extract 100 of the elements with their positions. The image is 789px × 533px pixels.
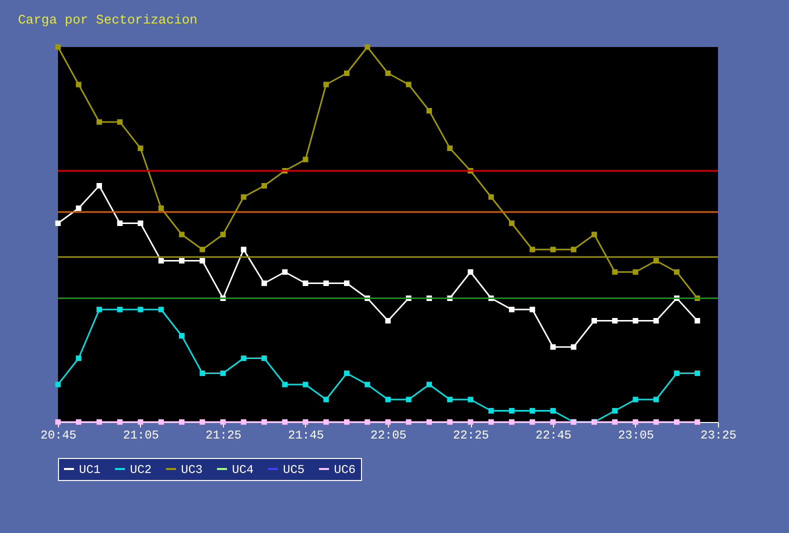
point [530, 419, 536, 425]
chart-title: Carga por Sectorizacion [18, 12, 198, 28]
point [200, 370, 206, 376]
point [674, 419, 680, 425]
point [632, 269, 638, 275]
point [508, 220, 514, 226]
point [447, 419, 453, 425]
point [385, 419, 391, 425]
point [282, 419, 288, 425]
point [323, 419, 329, 425]
point [262, 356, 267, 361]
point [323, 396, 329, 402]
point [262, 280, 267, 286]
point [612, 269, 618, 275]
x-tick-label: 21:05 [122, 428, 159, 442]
point [426, 419, 432, 425]
x-tick-label: 22:05 [370, 428, 406, 442]
point [179, 333, 184, 338]
point [406, 419, 412, 425]
point [117, 306, 123, 312]
point [426, 108, 432, 114]
point [117, 220, 123, 226]
point [632, 396, 638, 402]
point [612, 408, 618, 414]
point [158, 306, 164, 312]
point [344, 70, 350, 76]
point [76, 82, 82, 88]
point [262, 419, 267, 425]
x-tick-label: 23:25 [700, 428, 737, 442]
point [302, 280, 308, 286]
legend-label: UC4 [232, 463, 254, 477]
x-tick-label: 22:45 [535, 428, 572, 442]
point [550, 408, 556, 414]
point [570, 344, 576, 350]
legend-label: UC6 [334, 463, 356, 477]
x-tick-label: 22:25 [452, 428, 490, 442]
point [117, 119, 123, 125]
point [96, 183, 102, 188]
legend-label: UC1 [79, 463, 101, 477]
point [406, 82, 412, 88]
point [200, 246, 206, 252]
point [138, 220, 144, 226]
point [592, 318, 597, 324]
point [632, 419, 638, 425]
point [364, 44, 370, 50]
point [200, 419, 206, 425]
point [653, 396, 659, 402]
point [364, 382, 370, 388]
point [653, 318, 659, 324]
point [96, 419, 102, 425]
point [530, 246, 536, 252]
point [179, 232, 184, 238]
point [323, 280, 329, 286]
point [282, 269, 288, 275]
point [344, 419, 350, 425]
point [508, 419, 514, 425]
point [674, 370, 680, 376]
point [240, 246, 246, 252]
point [76, 356, 82, 361]
point [674, 269, 680, 275]
point [632, 318, 638, 324]
legend-label: UC3 [181, 463, 203, 477]
point [488, 194, 494, 200]
point [570, 246, 576, 252]
point [592, 232, 597, 238]
point [426, 382, 432, 388]
point [694, 370, 700, 376]
point [158, 258, 164, 264]
point [612, 419, 618, 425]
point [344, 370, 350, 376]
x-tick-label: 21:25 [206, 428, 242, 442]
point [385, 396, 391, 402]
point [200, 258, 206, 264]
point [240, 356, 246, 361]
point [179, 419, 184, 425]
point [323, 82, 329, 88]
point [262, 183, 267, 188]
point [694, 419, 700, 425]
point [158, 206, 164, 211]
point [240, 419, 246, 425]
x-tick-label: 21:45 [288, 428, 324, 442]
point [508, 306, 514, 312]
x-tick-label: 20:45 [40, 428, 77, 442]
point [385, 70, 391, 76]
point [447, 146, 453, 151]
point [179, 258, 184, 264]
point [138, 146, 144, 151]
point [76, 419, 82, 425]
point [530, 408, 536, 414]
point [530, 306, 536, 312]
point [220, 370, 226, 376]
point [76, 206, 82, 211]
point [508, 408, 514, 414]
point [653, 419, 659, 425]
point [488, 408, 494, 414]
point [385, 318, 391, 324]
point [653, 258, 659, 264]
x-tick-label: 23:05 [618, 428, 654, 442]
point [117, 419, 123, 425]
legend-label: UC2 [130, 463, 152, 477]
